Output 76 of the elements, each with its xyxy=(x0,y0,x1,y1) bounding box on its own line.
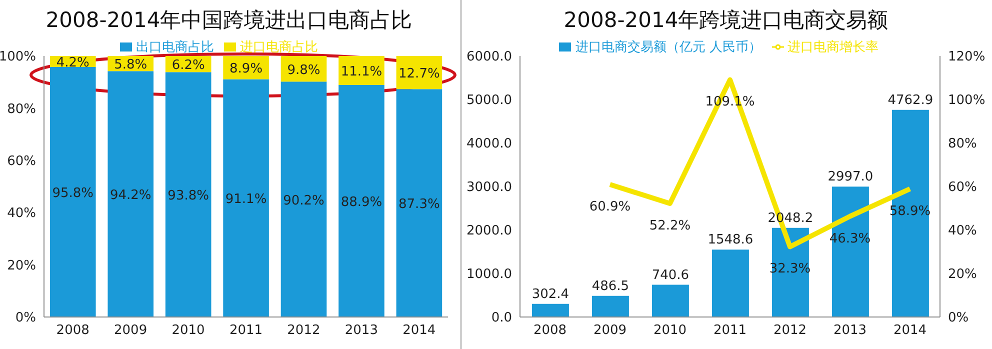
data-label: 12.7% xyxy=(398,66,440,82)
data-label: 91.1% xyxy=(225,192,267,208)
x-tick-label: 2013 xyxy=(344,323,378,338)
y-tick-label: 60% xyxy=(7,154,36,170)
x-tick-label: 2009 xyxy=(114,323,148,338)
x-tick-label: 2014 xyxy=(893,323,927,338)
data-label: 93.8% xyxy=(168,188,209,204)
y2-tick-label: 0% xyxy=(948,310,969,326)
data-label: 87.3% xyxy=(398,197,440,212)
legend-label: 出口电商占比 xyxy=(136,40,214,55)
data-label: 95.8% xyxy=(52,186,94,201)
data-label: 94.2% xyxy=(110,188,152,204)
data-label: 302.4 xyxy=(532,286,570,302)
bar xyxy=(592,296,629,317)
x-tick-label: 2009 xyxy=(593,323,627,338)
y-tick-label: 0.0 xyxy=(491,310,512,326)
bar xyxy=(338,84,384,317)
x-tick-label: 2012 xyxy=(287,323,320,338)
data-label: 5.8% xyxy=(114,58,148,73)
data-label: 52.2% xyxy=(649,218,691,234)
x-tick-label: 2008 xyxy=(533,323,567,338)
x-tick-label: 2014 xyxy=(402,323,436,338)
y-tick-label: 2000.0 xyxy=(466,224,512,239)
bar xyxy=(50,66,96,317)
y-tick-label: 40% xyxy=(7,206,36,222)
y-tick-label: 80% xyxy=(7,102,36,117)
chart-title: 2008-2014年跨境进口电商交易额 xyxy=(562,7,890,34)
y-tick-label: 0% xyxy=(15,310,36,326)
y-tick-label: 6000.0 xyxy=(466,50,512,65)
data-label: 4762.9 xyxy=(888,92,934,108)
y2-tick-label: 40% xyxy=(948,224,977,239)
data-label: 9.8% xyxy=(287,62,320,78)
y-tick-label: 4000.0 xyxy=(466,136,512,152)
x-tick-label: 2011 xyxy=(229,323,263,338)
data-label: 4.2% xyxy=(56,55,90,70)
x-tick-label: 2008 xyxy=(56,323,90,338)
x-tick-label: 2011 xyxy=(713,323,747,338)
data-label: 8.9% xyxy=(230,62,263,77)
data-label: 740.6 xyxy=(652,268,690,283)
legend-label: 进口电商交易额（亿元 人民币） xyxy=(575,40,762,55)
data-label: 90.2% xyxy=(283,193,324,208)
bar xyxy=(892,110,929,317)
x-tick-label: 2010 xyxy=(653,323,687,338)
data-label: 6.2% xyxy=(172,58,205,74)
x-tick-label: 2010 xyxy=(172,323,205,338)
x-tick-label: 2013 xyxy=(833,323,867,338)
y2-tick-label: 120% xyxy=(948,50,986,65)
bar xyxy=(396,89,442,317)
y2-tick-label: 60% xyxy=(948,180,977,196)
y-tick-label: 5000.0 xyxy=(466,93,512,108)
bar xyxy=(280,82,327,317)
y2-tick-label: 100% xyxy=(948,93,986,108)
data-label: 1548.6 xyxy=(708,232,754,248)
y-tick-label: 1000.0 xyxy=(466,267,512,282)
bar xyxy=(832,186,869,317)
bar xyxy=(223,79,269,317)
y-tick-label: 3000.0 xyxy=(466,180,512,196)
data-label: 2997.0 xyxy=(828,170,874,185)
bar xyxy=(652,284,689,317)
y2-tick-label: 20% xyxy=(948,267,977,282)
data-label: 60.9% xyxy=(589,200,631,215)
y-tick-label: 20% xyxy=(7,258,36,274)
y2-tick-label: 80% xyxy=(948,136,977,152)
bar xyxy=(108,71,154,317)
chart-title: 2008-2014年中国跨境进出口电商占比 xyxy=(44,7,414,34)
legend-label: 进口电商占比 xyxy=(240,40,318,55)
bar xyxy=(165,72,212,317)
data-label: 11.1% xyxy=(340,64,382,80)
data-label: 486.5 xyxy=(592,278,630,294)
bar xyxy=(532,304,569,317)
x-tick-label: 2012 xyxy=(773,323,807,338)
y-tick-label: 100% xyxy=(0,50,36,65)
legend-label: 进口电商增长率 xyxy=(788,40,879,55)
bar xyxy=(712,250,749,317)
bar xyxy=(338,56,384,85)
data-label: 88.9% xyxy=(340,194,382,210)
